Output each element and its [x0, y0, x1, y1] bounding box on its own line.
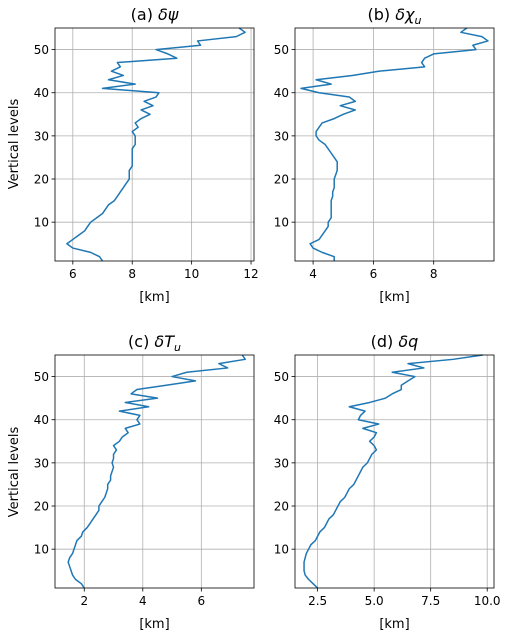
- xtick-label-c-1: 4: [139, 594, 147, 608]
- xlabel-a: [km]: [139, 290, 169, 305]
- ylabel-top: Vertical levels: [7, 99, 22, 190]
- ytick-label-b-2: 30: [274, 129, 289, 143]
- xtick-label-a-1: 8: [128, 267, 136, 281]
- series-line-b-0: [300, 27, 489, 261]
- xtick-label-d-2: 7.5: [421, 594, 440, 608]
- xtick-label-d-3: 10.0: [474, 594, 501, 608]
- xtick-label-a-0: 6: [69, 267, 77, 281]
- panel-title-b: (b) δχu: [368, 5, 422, 27]
- ytick-label-d-2: 30: [274, 456, 289, 470]
- ytick-label-a-4: 50: [34, 43, 49, 57]
- panel-c: 2 4 6 10 20 30 40 50 [km] (c) δTu: [34, 332, 255, 632]
- panel-b: 4 6 8 10 20 30 40 50 [km] (b) δχu: [274, 5, 495, 305]
- ytick-label-a-0: 10: [34, 216, 49, 230]
- ytick-label-d-1: 20: [274, 500, 289, 514]
- xtick-label-d-0: 2.5: [308, 594, 327, 608]
- xtick-label-b-1: 6: [370, 267, 378, 281]
- ytick-label-b-1: 20: [274, 173, 289, 187]
- ytick-label-a-2: 30: [34, 129, 49, 143]
- xtick-label-c-0: 2: [80, 594, 88, 608]
- panel-a: 6 8 10 12 10 20 30 40 50 [km] (a) δψ: [34, 5, 259, 305]
- xlabel-c: [km]: [139, 617, 169, 632]
- xtick-label-a-2: 10: [184, 267, 199, 281]
- series-line-d-0: [303, 354, 483, 589]
- ytick-label-b-4: 50: [274, 43, 289, 57]
- axes-frame-c: [54, 354, 255, 589]
- ytick-label-c-3: 40: [34, 413, 49, 427]
- xtick-label-d-1: 5.0: [365, 594, 384, 608]
- ytick-label-d-3: 40: [274, 413, 289, 427]
- xtick-label-a-3: 12: [243, 267, 258, 281]
- panel-d: 2.5 5.0 7.5 10.0 10 20 30 40 50 [km] (d) δq: [274, 332, 501, 632]
- axes-frame-b: [294, 27, 495, 262]
- ytick-label-b-0: 10: [274, 216, 289, 230]
- axes-frame-d: [294, 354, 495, 589]
- panel-title-c: (c) δTu: [128, 332, 181, 354]
- ytick-label-c-4: 50: [34, 370, 49, 384]
- ytick-label-a-1: 20: [34, 173, 49, 187]
- xtick-label-c-2: 6: [198, 594, 206, 608]
- ytick-label-d-0: 10: [274, 543, 289, 557]
- ytick-label-b-3: 40: [274, 86, 289, 100]
- ytick-label-c-2: 30: [34, 456, 49, 470]
- ytick-label-a-3: 40: [34, 86, 49, 100]
- xtick-label-b-0: 4: [309, 267, 317, 281]
- xtick-label-b-2: 8: [430, 267, 438, 281]
- series-line-c-0: [67, 354, 246, 589]
- axes-frame-a: [54, 27, 255, 262]
- ytick-label-c-0: 10: [34, 543, 49, 557]
- ytick-label-d-4: 50: [274, 370, 289, 384]
- ytick-label-c-1: 20: [34, 500, 49, 514]
- panel-title-d: (d) δq: [371, 332, 419, 351]
- panel-title-a: (a) δψ: [131, 5, 179, 24]
- ylabel-bottom: Vertical levels: [7, 427, 22, 518]
- xlabel-b: [km]: [379, 290, 409, 305]
- series-line-a-0: [66, 27, 246, 262]
- xlabel-d: [km]: [379, 617, 409, 632]
